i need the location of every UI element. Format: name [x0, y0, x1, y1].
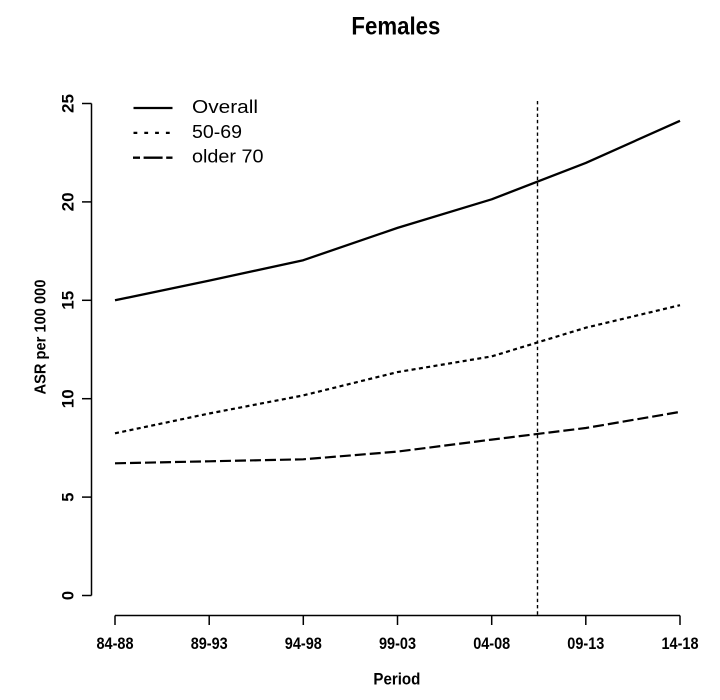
svg-text:89-93: 89-93	[191, 635, 228, 653]
svg-text:older 70: older 70	[192, 146, 264, 167]
svg-text:15: 15	[60, 291, 78, 310]
svg-text:ASR per 100 000: ASR per 100 000	[33, 279, 50, 394]
svg-text:99-03: 99-03	[379, 635, 416, 653]
svg-text:Overall: Overall	[192, 96, 258, 117]
svg-text:10: 10	[60, 389, 78, 408]
svg-text:0: 0	[60, 591, 78, 600]
svg-text:94-98: 94-98	[285, 635, 322, 653]
svg-text:25: 25	[60, 94, 78, 113]
svg-text:04-08: 04-08	[473, 635, 510, 653]
svg-text:50-69: 50-69	[192, 121, 242, 142]
svg-text:Females: Females	[351, 13, 440, 41]
svg-text:20: 20	[60, 192, 78, 211]
svg-text:84-88: 84-88	[97, 635, 134, 653]
svg-text:5: 5	[60, 493, 78, 502]
svg-text:14-18: 14-18	[662, 635, 699, 653]
svg-text:09-13: 09-13	[567, 635, 604, 653]
svg-text:Period: Period	[373, 671, 420, 689]
